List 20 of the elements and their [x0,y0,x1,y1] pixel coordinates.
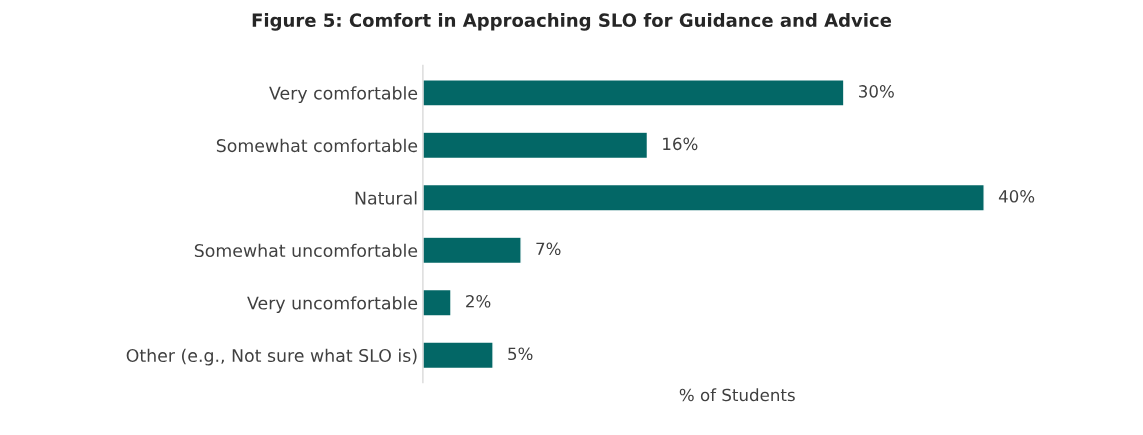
bar [422,288,452,317]
y-tick-label: Somewhat comfortable [216,138,418,153]
data-label: 16% [663,137,698,151]
bar [422,78,845,107]
y-tick-label: Very uncomfortable [247,296,418,313]
bar [422,341,494,370]
y-tick-label: Very comfortable [269,86,418,104]
y-tick-label: Other (e.g., Not sure what SLO is) [126,348,417,366]
y-tick-label: Somewhat uncomfortable [194,243,418,258]
data-label: 2% [466,294,491,308]
data-label: 5% [508,347,533,361]
x-axis-title: % of Students [679,388,795,402]
bar [422,183,985,212]
data-label: 7% [536,242,561,256]
y-tick-label: Natural [355,191,417,205]
bar [422,236,522,265]
data-label: 30% [859,85,894,98]
data-label: 40% [998,190,1035,203]
bar [422,131,649,160]
chart-title: Figure 5: Comfort in Approaching SLO for Guidance and Advice [252,13,892,31]
